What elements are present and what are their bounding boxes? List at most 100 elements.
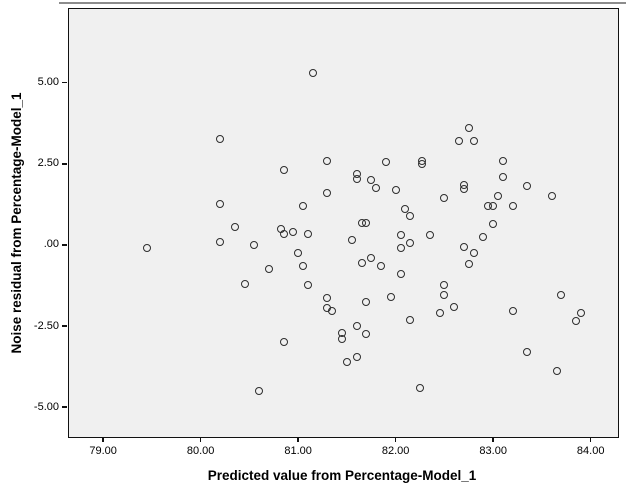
data-point (342, 357, 351, 366)
data-point (264, 265, 273, 274)
data-point (367, 176, 376, 184)
data-point (440, 281, 449, 290)
data-point (455, 137, 464, 146)
data-point (576, 309, 585, 318)
data-point (289, 227, 298, 236)
data-point (255, 386, 264, 395)
y-axis-tick-label: -5.00 (33, 400, 59, 413)
x-axis-tick-label: 84.00 (576, 445, 605, 457)
data-point (406, 239, 415, 248)
data-point (547, 192, 556, 201)
data-point (572, 317, 581, 326)
y-axis-tick-label: .00 (43, 238, 59, 251)
x-axis-tick-mark (589, 437, 592, 442)
y-axis-tick-label: 2.50 (37, 157, 59, 170)
data-point (303, 281, 312, 290)
data-point (328, 307, 337, 316)
data-point (406, 211, 415, 220)
x-axis-tick-mark (394, 437, 397, 442)
x-axis-tick-label: 80.00 (186, 445, 215, 457)
data-point (440, 291, 449, 300)
y-axis-tick-mark (62, 163, 67, 165)
data-point (557, 291, 566, 300)
y-axis-tick-mark (62, 406, 67, 408)
data-point (396, 270, 405, 279)
data-point (323, 156, 332, 165)
data-point (523, 182, 532, 191)
data-point (498, 172, 507, 181)
data-point (381, 158, 390, 167)
data-point (498, 156, 507, 165)
data-point (489, 219, 498, 228)
data-point (338, 335, 347, 343)
data-point (362, 330, 371, 339)
x-axis-tick-mark (492, 437, 494, 442)
data-point (250, 240, 259, 249)
x-axis-tick-mark (199, 437, 202, 442)
data-point (425, 231, 434, 240)
data-point (464, 260, 473, 269)
data-point (440, 193, 449, 202)
data-point (552, 367, 561, 376)
data-point (469, 137, 478, 146)
y-axis-tick-mark (62, 325, 67, 327)
data-point (469, 249, 478, 257)
data-point (450, 302, 459, 311)
data-point (323, 188, 332, 197)
data-point (459, 184, 468, 193)
data-point (372, 184, 381, 193)
data-point (279, 338, 288, 347)
data-point (347, 236, 356, 245)
data-point (279, 166, 288, 175)
data-point (240, 279, 249, 288)
data-point (216, 200, 225, 209)
x-axis-title: Predicted value from Percentage-Model_1 (207, 468, 477, 483)
data-point (299, 261, 308, 270)
data-point (323, 294, 332, 303)
data-point (523, 347, 532, 356)
data-point (357, 258, 366, 267)
data-point (391, 185, 400, 194)
data-point (216, 135, 225, 144)
y-axis-tick-label: 5.00 (37, 76, 59, 89)
data-point (367, 253, 376, 262)
data-point (386, 292, 395, 301)
data-point (143, 244, 151, 253)
data-point (459, 242, 468, 251)
data-point (294, 249, 303, 257)
data-point (377, 261, 386, 270)
plot-area: 79.00 80.00 81.00 82.00 83.00 84.00 5.00 2.50 .0… (34, 8, 619, 457)
x-axis-tick-label: 83.00 (479, 445, 507, 457)
data-point (479, 232, 488, 241)
data-point (362, 218, 371, 227)
data-point (216, 237, 225, 246)
y-axis-tick-mark (62, 81, 67, 84)
data-point (299, 201, 308, 210)
x-axis-tick-mark (297, 437, 299, 442)
data-point (396, 244, 405, 253)
data-point (352, 175, 361, 184)
data-point (416, 383, 425, 392)
data-point (494, 191, 503, 200)
data-point (230, 223, 239, 232)
data-point (508, 307, 517, 316)
data-point (279, 229, 288, 238)
data-point (406, 315, 415, 324)
x-axis-tick-label: 79.00 (89, 445, 117, 457)
data-point (417, 160, 426, 169)
x-axis-tick-label: 81.00 (284, 445, 312, 457)
data-point (352, 322, 361, 331)
data-point (303, 229, 312, 238)
data-point (401, 205, 410, 214)
data-point (508, 201, 517, 210)
x-axis-tick-label: 82.00 (381, 445, 410, 457)
data-point (435, 309, 444, 318)
figure-top-border (59, 2, 626, 4)
y-axis-title: Noise residual from Percentage-Model_1 (9, 92, 24, 354)
y-axis-tick-mark (62, 244, 67, 246)
data-point (362, 297, 371, 306)
data-point (352, 352, 361, 361)
x-axis-tick-mark (102, 437, 104, 442)
data-point (489, 201, 498, 210)
